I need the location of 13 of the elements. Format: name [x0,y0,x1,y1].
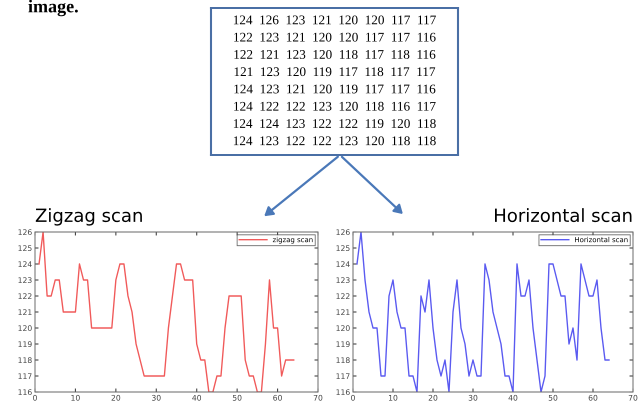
text: image. [28,0,78,16]
text: 124 126 123 121 120 120 117 117 [234,15,436,24]
text: 122 121 123 120 118 117 118 116 [234,50,436,59]
text: 124 123 121 120 119 117 117 116 [234,84,436,94]
text: 124 122 122 123 120 118 116 117 [234,102,436,111]
text: 124 123 122 122 123 120 118 118 [234,136,436,146]
chart-title: Horizontal scan [495,208,632,222]
text: 121 123 120 119 117 118 117 117 [234,67,436,76]
chart-title: Zigzag scan [36,208,142,226]
line-series [356,232,610,392]
text: 122 123 121 120 120 117 117 116 [234,32,436,42]
text: 124 124 123 122 122 119 120 118 [234,119,436,128]
line-series [38,232,294,392]
